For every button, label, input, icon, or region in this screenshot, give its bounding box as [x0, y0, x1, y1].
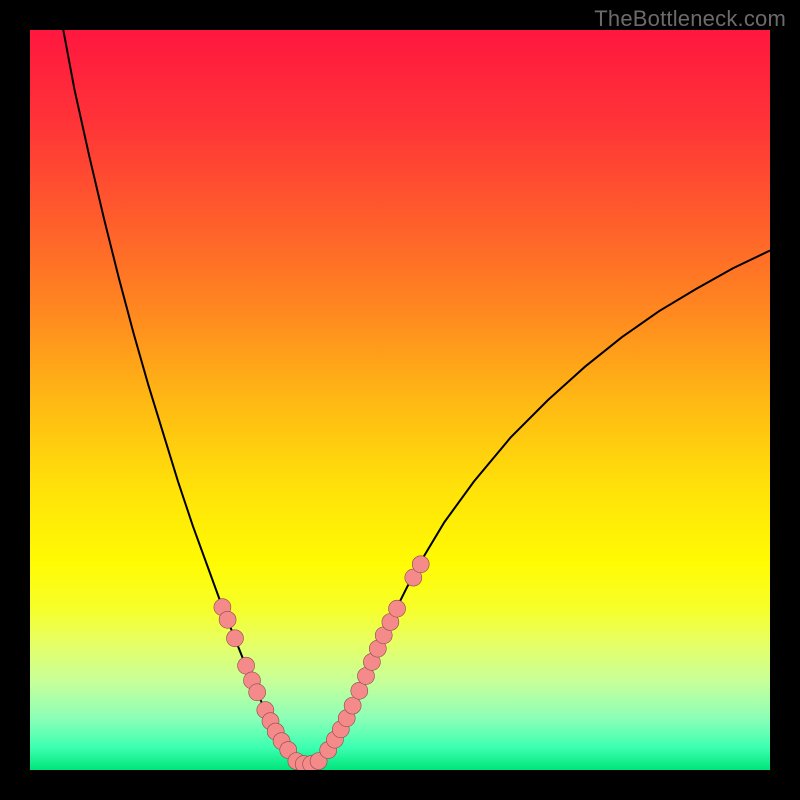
marker-dot	[351, 682, 368, 699]
marker-dot	[226, 630, 243, 647]
marker-dot	[344, 697, 361, 714]
marker-dot	[412, 556, 429, 573]
chart-svg	[0, 0, 800, 800]
chart-root: TheBottleneck.com	[0, 0, 800, 800]
marker-dot	[219, 611, 236, 628]
marker-dot	[238, 657, 255, 674]
watermark-text: TheBottleneck.com	[594, 6, 786, 32]
marker-dot	[249, 684, 266, 701]
marker-dot	[389, 600, 406, 617]
gradient-panel	[30, 30, 770, 770]
